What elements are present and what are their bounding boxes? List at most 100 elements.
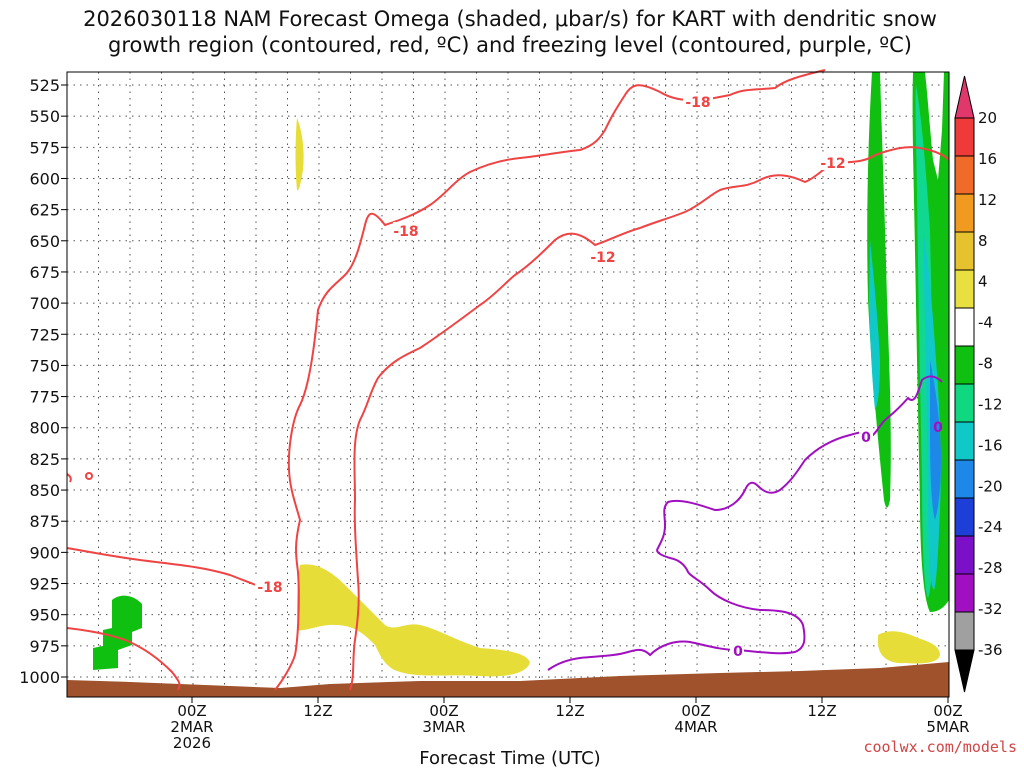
colorbar-box xyxy=(954,535,975,575)
x-tick-label: 00Z xyxy=(933,702,962,720)
colorbar-box xyxy=(954,383,975,423)
y-tick-label: 700 xyxy=(29,294,60,313)
colorbar-label: 20 xyxy=(978,109,997,127)
contour-label-3: -18 xyxy=(257,580,282,596)
contour-left-edge xyxy=(66,473,72,483)
plot-area: -18 -18 -18 -12 -12 0 0 0 xyxy=(66,69,950,698)
colorbar-box xyxy=(954,117,975,157)
contour-label-8: 0 xyxy=(933,420,943,436)
y-tick-label: 775 xyxy=(29,388,60,407)
x-tick-label: 12Z xyxy=(555,702,584,720)
omega-negative-area-7 xyxy=(869,240,880,410)
y-tick-label: 1000 xyxy=(19,668,60,687)
y-tick-label: 800 xyxy=(29,419,60,438)
y-tick-label: 750 xyxy=(29,356,60,375)
contour-label-bg-4 xyxy=(588,248,618,264)
x-tick-label: 3MAR xyxy=(422,718,465,736)
colorbar-label: 12 xyxy=(978,191,997,209)
y-tick-label: 975 xyxy=(29,637,60,656)
colorbar-label: -24 xyxy=(978,518,1003,536)
colorbar-box xyxy=(954,231,975,271)
contour-label-bg-3 xyxy=(255,578,285,594)
chart-title-line-2: growth region (contoured, red, ºC) and f… xyxy=(108,33,912,57)
x-tick-label: 12Z xyxy=(303,702,332,720)
contour-label-bg-5 xyxy=(818,154,848,170)
contour-minus18-side xyxy=(66,627,181,691)
y-tick-label: 525 xyxy=(29,76,60,95)
colorbar-bottom-arrow xyxy=(954,649,975,693)
colorbar-label: -8 xyxy=(978,355,993,373)
x-tick-label: 00Z xyxy=(429,702,458,720)
contour-label-bg-6 xyxy=(859,428,873,444)
x-tick-label: 5MAR xyxy=(926,718,969,736)
contour-label-2: -18 xyxy=(685,95,710,111)
x-tick-label: 12Z xyxy=(807,702,836,720)
colorbar-label: -36 xyxy=(978,641,1003,659)
y-tick-label: 625 xyxy=(29,201,60,220)
credit-text: coolwx.com/models xyxy=(863,738,1017,756)
y-tick-label: 650 xyxy=(29,232,60,251)
contour-minus18-upper xyxy=(274,69,826,691)
x-tick-label: 00Z xyxy=(177,702,206,720)
y-tick-label: 675 xyxy=(29,263,60,282)
colorbar-box xyxy=(954,269,975,309)
contour-minus18-lower xyxy=(66,547,263,588)
colorbar-box xyxy=(954,611,975,651)
contour-label-bg-7 xyxy=(730,643,744,659)
terrain xyxy=(67,662,949,697)
contour-small-loop xyxy=(84,472,94,480)
colorbar-label: -32 xyxy=(978,600,1003,618)
omega-negative-area-2 xyxy=(867,72,891,508)
contour-label-7: 0 xyxy=(733,644,743,660)
y-tick-label: 575 xyxy=(29,138,60,157)
colorbar-box xyxy=(954,193,975,233)
colorbar-label: -28 xyxy=(978,559,1003,577)
x-tick-label: 2026 xyxy=(173,734,211,752)
colorbar-box xyxy=(954,459,975,499)
contour-labels: -18 -18 -18 -12 -12 0 0 0 xyxy=(255,93,943,660)
contour-label-4: -12 xyxy=(590,250,615,266)
colorbar-label: 16 xyxy=(978,150,997,168)
omega-negative-area-1 xyxy=(93,595,142,670)
colorbar-box xyxy=(954,155,975,195)
x-tick-label: 4MAR xyxy=(674,718,717,736)
chart-title-line-1: 2026030118 NAM Forecast Omega (shaded, μ… xyxy=(83,7,937,31)
y-tick-label: 550 xyxy=(29,107,60,126)
y-tick-label: 925 xyxy=(29,575,60,594)
y-axis: 525 550 575 600 625 650 675 700 725 750 775 800 825 8… xyxy=(19,76,67,687)
y-tick-label: 725 xyxy=(29,325,60,344)
x-tick-label: 2MAR xyxy=(170,718,213,736)
contour-label-5: -12 xyxy=(820,156,845,172)
contour-label-1: -18 xyxy=(393,224,418,240)
colorbar-label: -4 xyxy=(978,314,993,332)
colorbar-box xyxy=(954,497,975,537)
colorbar-box xyxy=(954,573,975,613)
y-tick-label: 900 xyxy=(29,543,60,562)
omega-shading xyxy=(93,72,949,677)
colorbar-label: 8 xyxy=(978,232,988,250)
contour-label-6: 0 xyxy=(861,430,871,446)
colorbar-label: -12 xyxy=(978,395,1003,413)
contour-label-bg-2 xyxy=(683,93,713,109)
omega-positive-area-1 xyxy=(295,118,304,191)
x-axis-label: Forecast Time (UTC) xyxy=(419,748,600,768)
y-tick-label: 825 xyxy=(29,450,60,469)
y-tick-label: 600 xyxy=(29,169,60,188)
omega-positive-area-3 xyxy=(878,631,940,664)
colorbar-box xyxy=(954,345,975,385)
x-tick-label: 00Z xyxy=(681,702,710,720)
contour-label-bg-1 xyxy=(393,222,423,238)
omega-positive-area-2 xyxy=(296,564,530,677)
y-tick-label: 850 xyxy=(29,481,60,500)
colorbar-label: -20 xyxy=(978,477,1003,495)
colorbar: 20 16 12 8 4 -4 -8 -12 -16 -20 -24 -28 -32 -36 xyxy=(954,75,1003,693)
plot-frame xyxy=(66,71,950,698)
y-tick-label: 875 xyxy=(29,512,60,531)
y-tick-label: 950 xyxy=(29,606,60,625)
omega-negative-area-6 xyxy=(930,360,941,520)
colorbar-box xyxy=(954,307,975,347)
colorbar-box xyxy=(954,421,975,461)
colorbar-label: -16 xyxy=(978,436,1003,454)
